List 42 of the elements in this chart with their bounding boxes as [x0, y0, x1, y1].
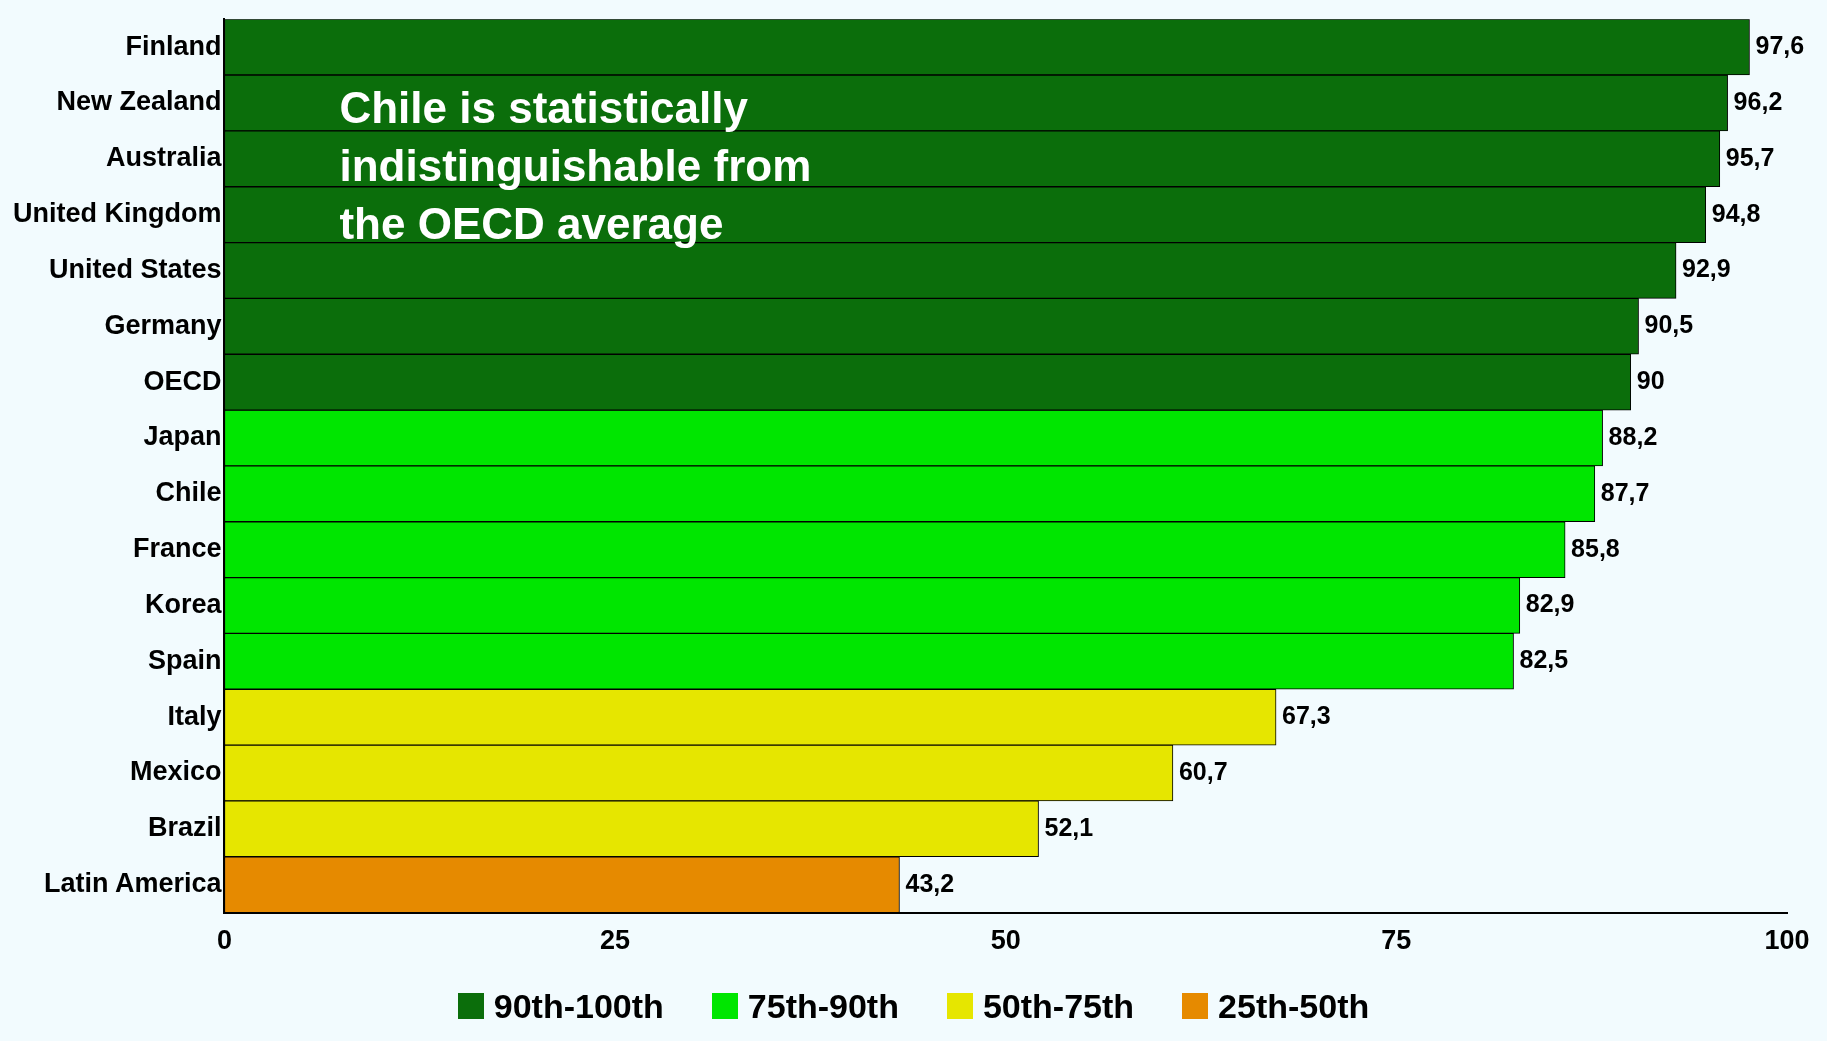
x-tick-label: 75: [1381, 925, 1412, 956]
y-tick-label: OECD: [143, 365, 222, 396]
y-tick-label: Latin America: [43, 868, 223, 899]
data-label: 43,2: [905, 868, 955, 897]
data-label: 94,8: [1711, 198, 1761, 227]
x-tick-label: 25: [600, 925, 631, 956]
data-label: 95,7: [1725, 142, 1775, 171]
y-tick-label: France: [132, 533, 222, 564]
data-label: 82,5: [1519, 645, 1569, 674]
x-tick-label: 50: [990, 925, 1021, 956]
y-tick-label: Chile: [155, 477, 222, 508]
legend-label: 75th-90th: [747, 986, 899, 1026]
y-tick-label: Italy: [167, 700, 222, 731]
y-tick-label: United Kingdom: [12, 198, 222, 229]
legend-label: 50th-75th: [982, 986, 1135, 1026]
data-label: 60,7: [1178, 756, 1228, 785]
data-label: 85,8: [1571, 533, 1620, 562]
data-label: 82,9: [1525, 589, 1575, 618]
data-label: 92,9: [1682, 254, 1731, 283]
y-tick-label: Spain: [147, 644, 222, 675]
data-label: 90,5: [1644, 310, 1694, 339]
y-tick-label: New Zealand: [56, 86, 222, 117]
legend-label: 90th-100th: [493, 986, 664, 1026]
y-tick-label: Germany: [104, 309, 222, 340]
legend-label: 25th-50th: [1218, 986, 1370, 1026]
annotation: Chile is statistically indistinguishable from the OECD average: [339, 83, 812, 249]
y-tick-label: Korea: [144, 588, 223, 619]
y-tick-label: Australia: [105, 142, 223, 173]
data-label: 88,2: [1608, 421, 1658, 450]
y-tick-label: United States: [48, 253, 222, 284]
data-label: 87,7: [1600, 477, 1650, 506]
data-label: 90: [1636, 366, 1665, 395]
x-tick-label: 100: [1764, 925, 1810, 956]
y-tick-label: Mexico: [129, 756, 222, 787]
data-label: 52,1: [1044, 812, 1094, 841]
x-tick-label: 0: [216, 925, 232, 956]
y-tick-label: Brazil: [147, 812, 222, 843]
data-label: 96,2: [1733, 86, 1783, 115]
data-label: 67,3: [1282, 701, 1331, 730]
y-tick-label: Finland: [125, 30, 222, 61]
y-tick-label: Japan: [143, 421, 222, 452]
data-label: 97,6: [1755, 31, 1805, 60]
